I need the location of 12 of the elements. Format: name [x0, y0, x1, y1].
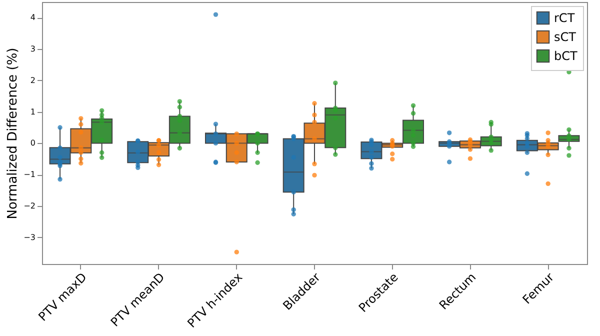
y-tick-label: 1 — [30, 107, 36, 116]
legend-label: rCT — [554, 11, 576, 25]
y-tick-label: −1 — [24, 170, 36, 180]
y-tick-label: −3 — [24, 232, 36, 242]
legend-label: bCT — [554, 49, 578, 63]
y-tick-label: 3 — [30, 44, 36, 54]
legend-label: sCT — [554, 30, 577, 44]
y-tick-label: −2 — [24, 201, 36, 210]
y-axis-title: Normalized Difference (%) — [6, 48, 21, 220]
y-tick-label: 2 — [30, 76, 36, 85]
y-tick-label: 4 — [30, 13, 36, 22]
y-tick-label: 0 — [30, 138, 36, 148]
